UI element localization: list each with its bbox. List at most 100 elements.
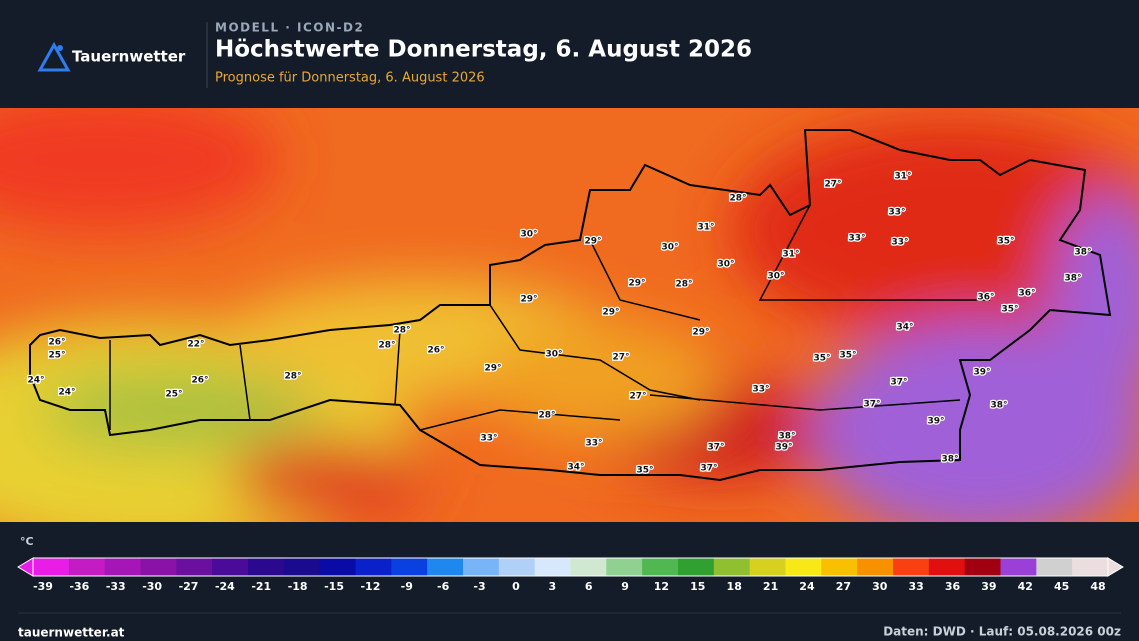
temperature-label: 30° <box>717 260 734 270</box>
legend-tick-label: -24 <box>215 580 235 593</box>
temperature-label: 24° <box>58 388 75 398</box>
legend-tick-label: -21 <box>251 580 271 593</box>
temperature-label: 25° <box>48 351 65 361</box>
temperature-label: 37° <box>700 464 717 474</box>
temperature-label: 30° <box>661 243 678 253</box>
model-label: MODELL · ICON-D2 <box>215 21 364 35</box>
temperature-label: 28° <box>538 411 555 421</box>
legend-tick-label: -15 <box>324 580 344 593</box>
temperature-label: 33° <box>848 234 865 244</box>
legend-swatch <box>570 558 607 576</box>
brand: Tauernwetter <box>72 48 186 66</box>
temperature-label: 31° <box>782 250 799 260</box>
temperature-label: 38° <box>941 455 958 465</box>
legend-unit: °C <box>20 535 34 548</box>
legend: -39 -36 -33 -30 -27 -24 -21 -18 -15 -12 -9 -6 -3 0 3 6 9… <box>17 557 1124 593</box>
temperature-label: 39° <box>973 368 990 378</box>
temperature-label: 29° <box>692 328 709 338</box>
legend-tick-label: 9 <box>621 580 629 593</box>
temperature-label: 35° <box>813 354 830 364</box>
temperature-label: 28° <box>284 372 301 382</box>
temperature-label: 31° <box>697 223 714 233</box>
legend-swatch <box>463 558 500 576</box>
temperature-label: 38° <box>778 432 795 442</box>
temperature-label: 36° <box>977 293 994 303</box>
temperature-label: 38° <box>1074 248 1091 258</box>
temperature-label: 26° <box>427 346 444 356</box>
legend-tick-label: 39 <box>981 580 996 593</box>
legend-tick-label: 48 <box>1090 580 1105 593</box>
temperature-label: 28° <box>393 326 410 336</box>
temperature-label: 28° <box>729 194 746 204</box>
temperature-label: 39° <box>927 417 944 427</box>
legend-swatch <box>140 558 177 576</box>
legend-swatch <box>498 558 536 576</box>
legend-tick-label: -18 <box>288 580 308 593</box>
logo[interactable]: Tauernwetter <box>37 41 186 72</box>
temperature-labels: 31° 27° 28° 33° 31° 30° 29° 30° 33° 33° 35° 38° 31° 3… <box>26 170 1093 477</box>
legend-tick-label: 24 <box>799 580 815 593</box>
legend-swatch <box>427 558 464 576</box>
temperature-label: 33° <box>891 238 908 248</box>
header-bg <box>0 0 1139 107</box>
legend-tick-label: -3 <box>473 580 485 593</box>
legend-tick-label: -39 <box>33 580 53 593</box>
temperature-label: 35° <box>636 466 653 476</box>
legend-tick-label: 3 <box>548 580 556 593</box>
temperature-label: 26° <box>48 338 65 348</box>
legend-swatch <box>606 558 643 576</box>
legend-swatch <box>857 558 894 576</box>
legend-swatch <box>642 558 679 576</box>
temperature-label: 38° <box>990 401 1007 411</box>
temperature-label: 27° <box>824 180 841 190</box>
legend-tick-label: 18 <box>727 580 742 593</box>
temperature-label: 28° <box>675 280 692 290</box>
legend-tick-label: 42 <box>1018 580 1033 593</box>
legend-swatch <box>319 558 356 576</box>
temperature-label: 22° <box>187 340 204 350</box>
legend-swatch <box>785 558 822 576</box>
legend-tick-label: 0 <box>512 580 520 593</box>
legend-swatch <box>176 558 213 576</box>
legend-swatch <box>212 558 249 576</box>
legend-swatch <box>1072 558 1109 576</box>
map: 31° 27° 28° 33° 31° 30° 29° 30° 33° 33° 35° 38° 31° 3… <box>0 108 1139 522</box>
legend-swatch <box>355 558 392 576</box>
temperature-label: 37° <box>890 378 907 388</box>
temperature-label: 30° <box>767 272 784 282</box>
legend-swatch <box>68 558 106 576</box>
legend-tick-label: 21 <box>763 580 778 593</box>
footer-source: Daten: DWD · Lauf: 05.08.2026 00z <box>883 625 1121 639</box>
legend-swatch <box>33 558 70 576</box>
temperature-label: 39° <box>775 443 792 453</box>
legend-swatch <box>1000 558 1037 576</box>
legend-swatch <box>893 558 930 576</box>
temperature-label: 33° <box>888 208 905 218</box>
temperature-label: 30° <box>520 230 537 240</box>
temperature-label: 35° <box>839 351 856 361</box>
temperature-label: 25° <box>165 390 182 400</box>
temperature-label: 31° <box>894 172 911 182</box>
temperature-label: 34° <box>567 463 584 473</box>
temperature-label: 36° <box>1018 289 1035 299</box>
legend-tick-label: 27 <box>836 580 851 593</box>
legend-tick-label: 45 <box>1054 580 1069 593</box>
temperature-label: 29° <box>520 295 537 305</box>
temperature-label: 35° <box>1001 305 1018 315</box>
legend-tick-label: -6 <box>437 580 450 593</box>
temperature-label: 34° <box>896 323 913 333</box>
temperature-label: 28° <box>378 341 395 351</box>
legend-tick-label: 36 <box>945 580 961 593</box>
legend-tick-label: 12 <box>654 580 669 593</box>
legend-swatch <box>248 558 285 576</box>
legend-swatch <box>713 558 751 576</box>
legend-tick-label: -36 <box>69 580 89 593</box>
temperature-label: 38° <box>1064 274 1081 284</box>
legend-swatch <box>534 558 571 576</box>
legend-tick-label: -33 <box>106 580 126 593</box>
legend-tick-label: -12 <box>360 580 380 593</box>
legend-swatch <box>1036 558 1073 576</box>
title: Höchstwerte Donnerstag, 6. August 2026 <box>215 37 752 63</box>
legend-tick-label: 33 <box>908 580 923 593</box>
temperature-label: 29° <box>602 308 619 318</box>
